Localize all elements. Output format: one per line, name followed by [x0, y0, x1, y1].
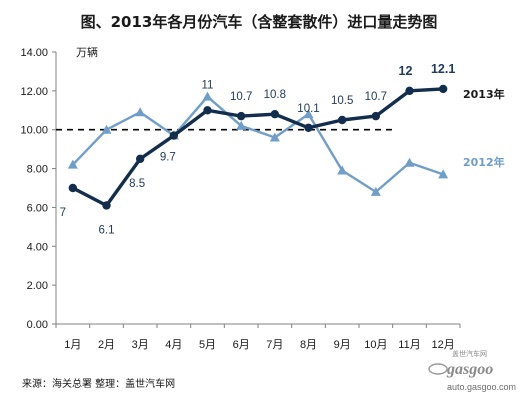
y-tick-label: 2.00 [27, 280, 48, 292]
data-label-2013: 10.8 [264, 89, 286, 101]
x-tick-label: 10月 [364, 339, 387, 351]
x-tick-label: 11月 [398, 339, 420, 351]
legend-2012: 2012年 [463, 155, 505, 169]
y-tick-label: 6.00 [27, 202, 48, 214]
series-2013-line [72, 87, 444, 208]
x-tick-label: 12月 [432, 339, 455, 351]
series-2013-marker [68, 183, 78, 193]
x-tick-label: 5月 [199, 339, 216, 351]
data-label-2013: 10.7 [365, 91, 387, 103]
x-tick-label: 7月 [266, 339, 283, 351]
y-tick-label: 8.00 [27, 164, 48, 176]
y-axis-unit: 万辆 [76, 45, 98, 59]
series-2012-marker [337, 165, 348, 175]
watermark-logo: 盖世汽车网 gasgoo auto.gasgoo.com [428, 349, 516, 392]
series-2013-marker [337, 115, 347, 125]
series-2013-marker [236, 111, 246, 121]
y-tick-label: 14.00 [20, 47, 48, 59]
series-2013-marker [169, 131, 179, 140]
x-tick-label: 4月 [165, 339, 182, 351]
series-2012-marker [236, 120, 247, 130]
data-label-2013: 12.1 [431, 62, 455, 76]
series-2012-marker [269, 132, 280, 142]
chart-title: 图、2013年各月份汽车（含整套散件）进口量走势图 [81, 13, 438, 31]
y-tick-label: 4.00 [27, 241, 48, 253]
series-2012-marker [67, 159, 78, 169]
series-2012-marker [370, 186, 381, 196]
data-label-2013: 8.5 [129, 178, 145, 190]
data-label-2013: 9.7 [160, 152, 176, 164]
series-2013-marker [371, 111, 381, 121]
series-2013-marker [304, 123, 313, 132]
data-label-2013: 12 [399, 64, 413, 78]
data-label-2013: 10.7 [230, 91, 252, 103]
x-tick-label: 8月 [300, 339, 317, 351]
x-tick-label: 2月 [98, 339, 115, 351]
x-tick-label: 9月 [334, 339, 351, 351]
data-label-2013: 7 [60, 207, 66, 219]
series-2013-marker [405, 86, 414, 96]
series-2013-marker [135, 154, 145, 164]
y-tick-label: 12.00 [20, 86, 48, 98]
legend-2013: 2013年 [463, 87, 505, 101]
series-2012-marker [135, 107, 146, 117]
series-2012-marker [202, 91, 213, 101]
data-label-2013: 11 [202, 79, 214, 91]
x-tick-label: 3月 [132, 339, 149, 351]
watermark-tagline: 盖世汽车网 [452, 349, 487, 358]
series-2012-line [71, 95, 444, 194]
y-tick-label: 10.00 [20, 125, 48, 137]
x-tick-label: 1月 [64, 339, 81, 351]
series-2012-marker [404, 157, 415, 167]
data-labels-layer: 7 6.1 8.5 9.7 11 10.7 10.8 10.1 10.5 10.7 12 12.1 [60, 62, 456, 237]
y-axis: 0.00 2.00 4.00 6.00 8.00 10.00 12.00 14.00 [20, 47, 57, 331]
series-2013-marker [270, 109, 280, 119]
series-2012-marker [101, 124, 112, 134]
series-layer [67, 84, 449, 210]
watermark-brand: gasgoo [446, 361, 493, 378]
data-label-2013: 6.1 [99, 224, 115, 236]
x-axis: 1月 2月 3月 4月 5月 6月 7月 8月 9月 10月 11月 12月 [55, 323, 461, 351]
data-label-2013: 10.1 [297, 103, 319, 115]
data-label-2013: 10.5 [331, 95, 353, 107]
x-tick-label: 6月 [233, 339, 250, 351]
watermark-url: auto.gasgoo.com [447, 382, 516, 392]
watermark-swoosh-icon [428, 363, 448, 375]
series-2013-marker [203, 106, 212, 115]
series-2013-marker [102, 201, 111, 210]
y-tick-label: 0.00 [27, 319, 48, 331]
series-2012-marker [303, 109, 314, 119]
series-2013-marker [438, 84, 448, 94]
source-note: 来源：海关总署 整理：盖世汽车网 [22, 377, 175, 390]
series-2012-marker [438, 169, 449, 179]
